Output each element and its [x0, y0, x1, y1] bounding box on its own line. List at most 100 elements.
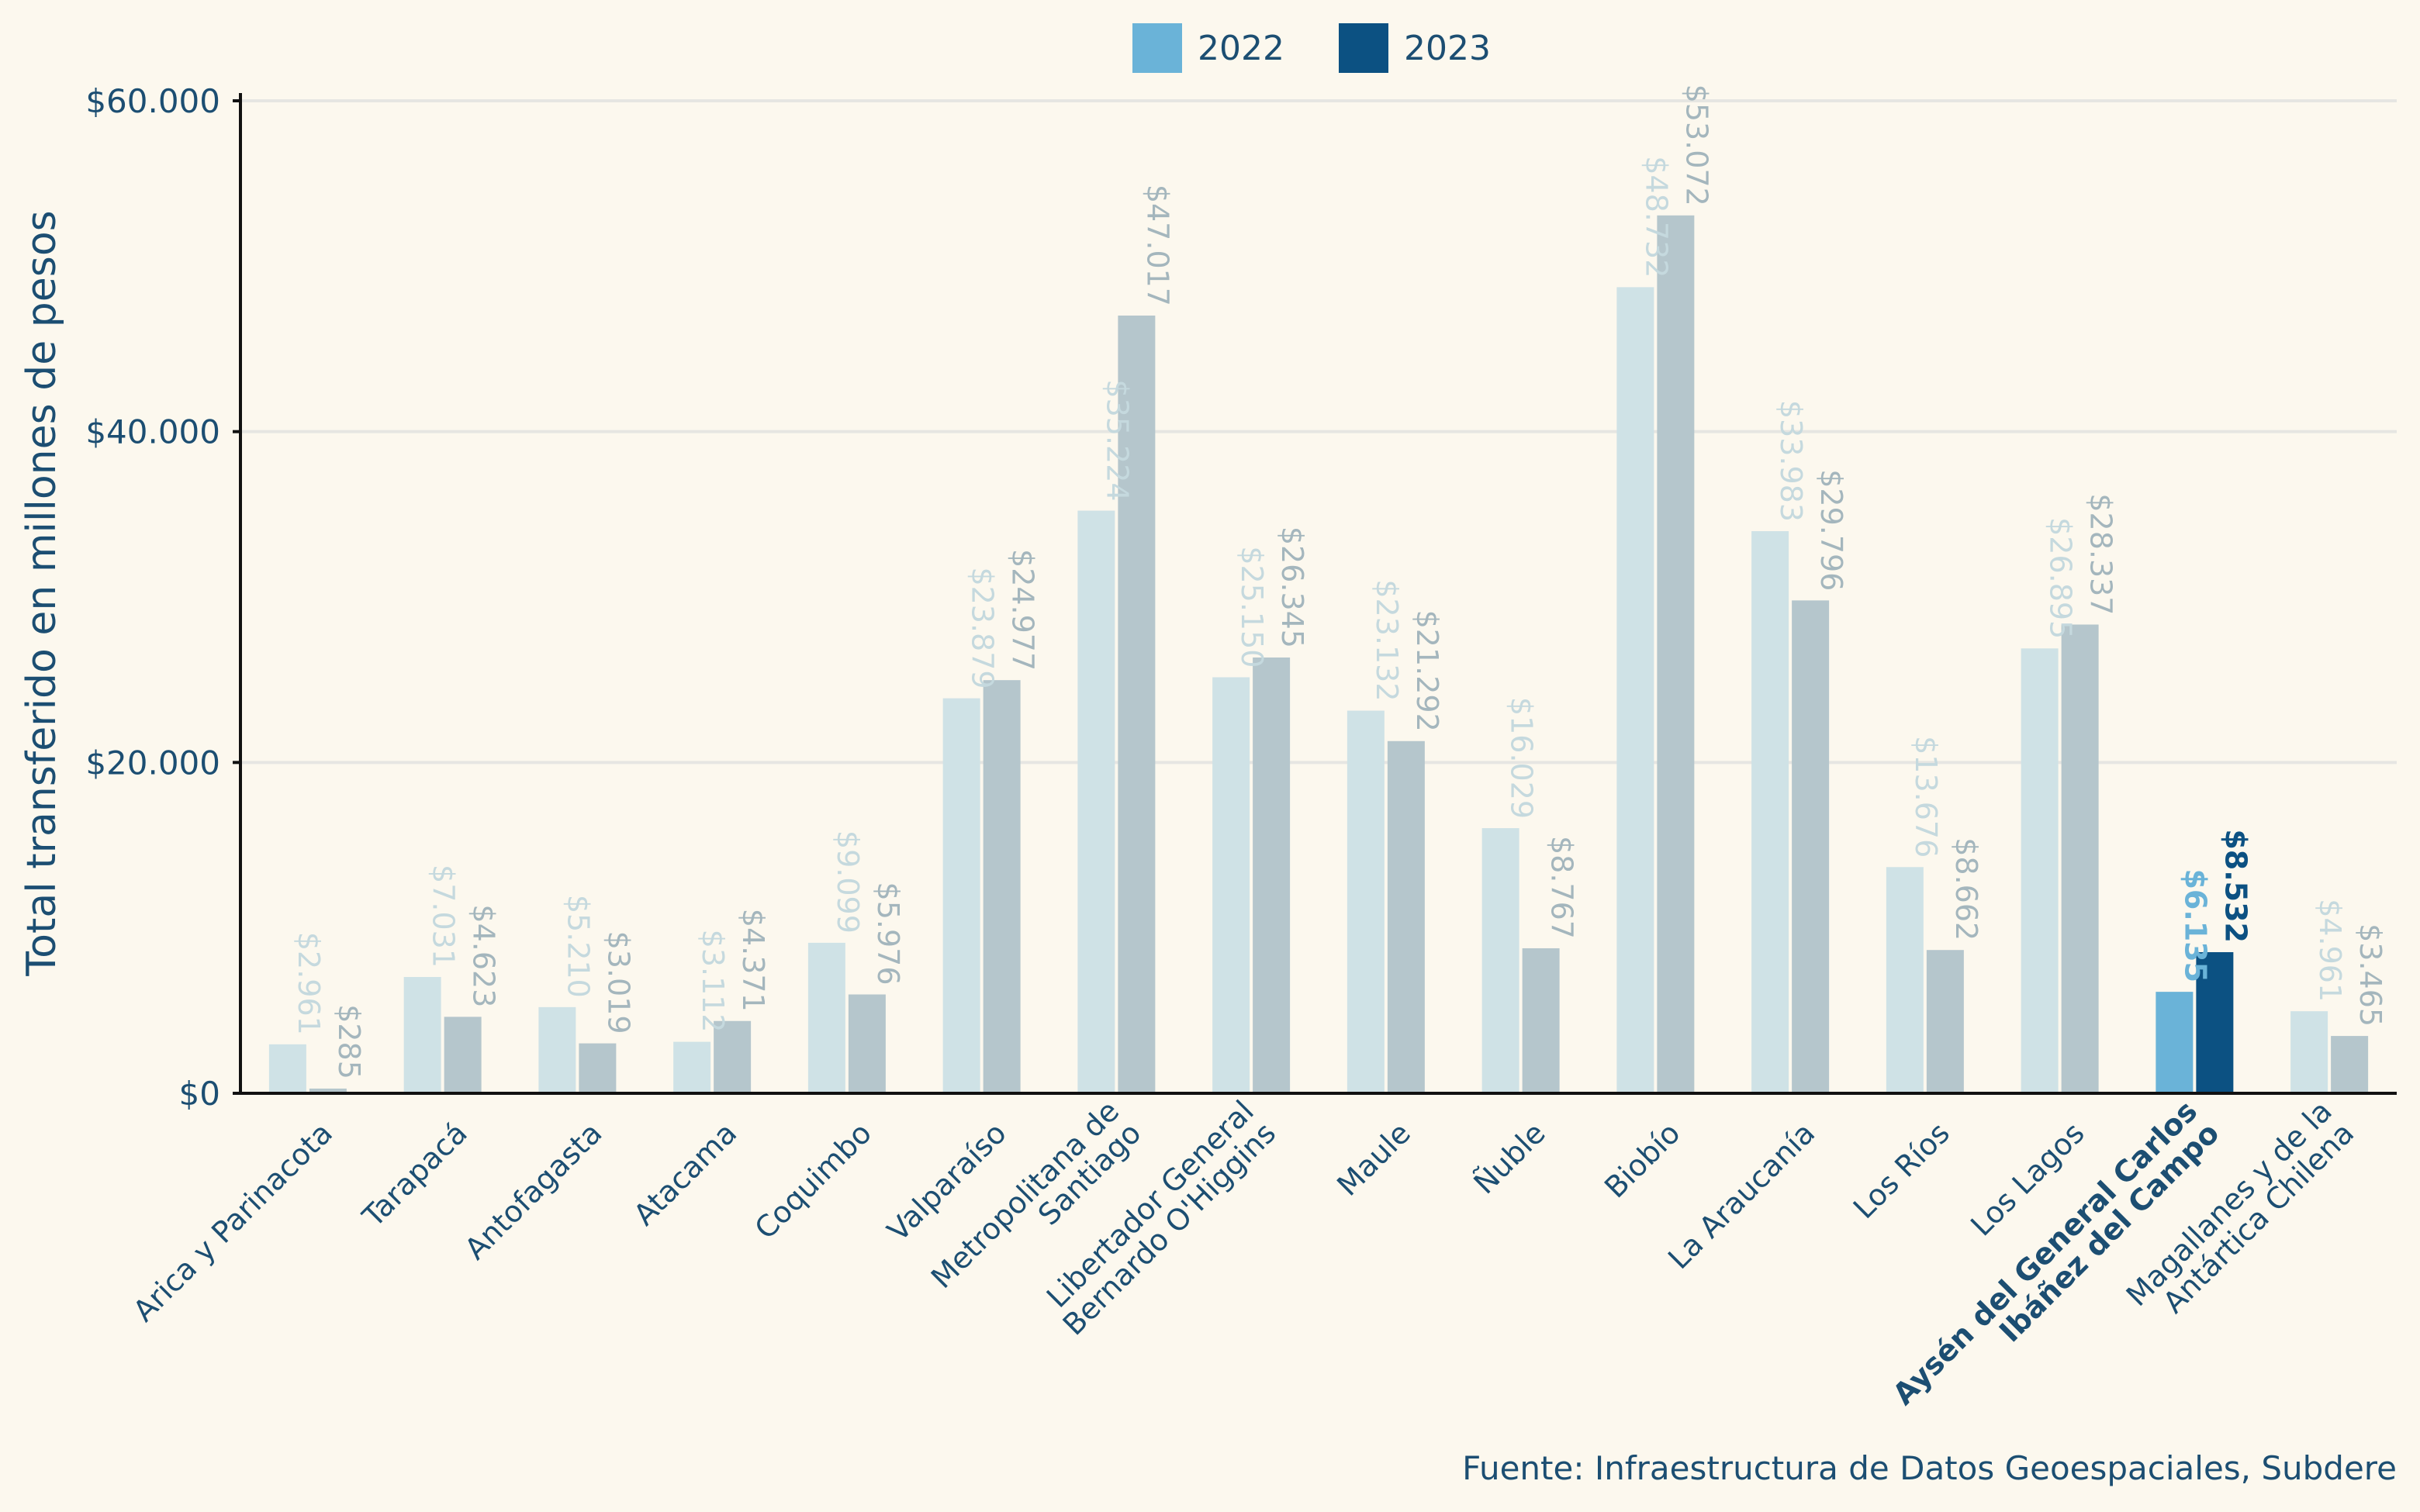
y-tick-label: $60.000 [85, 82, 220, 120]
bar-2023 [2331, 1036, 2369, 1093]
x-tick-label: Arica y Parinacota [126, 1116, 339, 1328]
bar-2023 [2061, 624, 2099, 1093]
bar-2022 [2290, 1011, 2328, 1093]
bar-2022 [403, 977, 441, 1093]
legend-label-2023: 2023 [1403, 28, 1491, 68]
legend-item-2022: 2022 [1132, 23, 1284, 73]
bar-2022 [2021, 648, 2059, 1093]
y-axis-label: Total transferido en millones de pesos [19, 210, 65, 976]
x-tick-label-line: Los Ríos [1847, 1116, 1956, 1225]
bar-label-2022: $35.224 [1100, 379, 1134, 501]
x-tick-label: Ñuble [1467, 1116, 1551, 1200]
bar-label-2022: $6.135 [2178, 868, 2212, 982]
y-tick-label: $20.000 [85, 744, 220, 782]
bar-label-2022: $26.895 [2044, 517, 2078, 639]
x-tick-label: Coquimbo [748, 1116, 878, 1246]
bar-label-2023: $8.532 [2218, 829, 2252, 943]
y-tick-label: $0 [179, 1075, 220, 1113]
bar-2022 [1481, 828, 1519, 1093]
bar-2023 [1522, 948, 1560, 1093]
bar-2023 [1657, 215, 1695, 1093]
bar-label-2023: $24.977 [1006, 549, 1040, 671]
bar-label-2022: $48.732 [1639, 156, 1673, 278]
bar-2022 [538, 1006, 576, 1093]
y-tick-label: $40.000 [85, 413, 220, 451]
legend: 2022 2023 [1132, 23, 1545, 73]
bar-2023 [444, 1017, 482, 1093]
x-tick-label: Antofagasta [458, 1116, 609, 1266]
bar-label-2022: $2.961 [292, 932, 326, 1035]
bar-label-2022: $23.132 [1370, 579, 1404, 701]
x-tick-label-line: Atacama [627, 1116, 743, 1232]
bar-2023 [1253, 657, 1291, 1093]
bar-2023 [579, 1043, 617, 1093]
legend-swatch-2023 [1338, 23, 1388, 73]
bar-2023 [1387, 740, 1425, 1093]
x-tick-label: Atacama [627, 1116, 743, 1232]
bar-label-2023: $53.072 [1679, 85, 1713, 206]
bar-2022 [2156, 992, 2194, 1093]
legend-item-2023: 2023 [1338, 23, 1491, 73]
x-tick-label: Tarapacá [355, 1116, 474, 1234]
bar-2022 [1751, 531, 1789, 1093]
bar-label-2023: $29.796 [1814, 469, 1848, 591]
bar-2023 [983, 680, 1021, 1093]
axes [233, 93, 2397, 1095]
bar-2023 [2196, 951, 2234, 1093]
bar-2023 [848, 994, 886, 1093]
x-tick-label: Biobío [1598, 1116, 1686, 1204]
bar-label-2022: $33.983 [1774, 400, 1808, 522]
bar-label-2023: $21.292 [1410, 610, 1444, 732]
legend-label-2022: 2022 [1198, 28, 1284, 68]
bar-label-2022: $4.961 [2313, 899, 2347, 1002]
bar-label-2023: $5.976 [871, 882, 905, 986]
bar-label-2023: $47.017 [1140, 185, 1174, 306]
bar-2023 [714, 1020, 752, 1093]
bar-2023 [1118, 315, 1156, 1093]
bar-label-2023: $26.345 [1275, 526, 1309, 648]
bar-2022 [1077, 510, 1115, 1093]
bar-2023 [309, 1088, 347, 1093]
bar-2022 [673, 1041, 711, 1093]
bar-label-2022: $16.029 [1505, 697, 1539, 819]
x-tick-label-line: Biobío [1598, 1116, 1686, 1204]
x-tick-label-line: Antofagasta [458, 1116, 609, 1266]
x-tick-label-line: Maule [1330, 1116, 1417, 1203]
bar-label-2023: $4.371 [736, 909, 770, 1012]
bar-label-2022: $13.676 [1909, 736, 1943, 858]
y-tick-labels: $0 $20.000 $40.000 $60.000 [85, 82, 220, 1113]
x-tick-label: Maule [1330, 1116, 1417, 1203]
bar-2023 [1792, 600, 1830, 1093]
x-tick-label-line: Arica y Parinacota [126, 1116, 339, 1328]
bar-value-labels: $2.961$285 $7.031 $4.623 $5.210 $3.019 $3.112… [292, 85, 2387, 1079]
bar-label-2022: $9.099 [831, 830, 865, 934]
x-tick-label-line: Coquimbo [748, 1116, 878, 1246]
bar-label-2023: $8.662 [1949, 837, 1983, 941]
bar-2023 [1926, 950, 1964, 1093]
bar-2022 [1347, 710, 1385, 1093]
bar-2022 [1212, 677, 1250, 1093]
bar-2022 [807, 942, 845, 1093]
x-tick-label: Los Ríos [1847, 1116, 1956, 1225]
bar-label-2023: $3.465 [2353, 923, 2387, 1027]
bar-label-2023: $285 [332, 1004, 366, 1079]
x-tick-label-line: Tarapacá [355, 1116, 474, 1234]
bar-label-2023: $3.019 [601, 931, 635, 1034]
bar-label-2023: $28.337 [2084, 493, 2118, 615]
bar-label-2022: $3.112 [696, 930, 730, 1033]
source-note: Fuente: Infraestructura de Datos Geoespa… [1462, 1449, 2397, 1487]
bar-2022 [268, 1044, 306, 1093]
bar-2022 [1616, 287, 1654, 1093]
x-tick-label-line: Ñuble [1467, 1116, 1551, 1200]
bar-label-2022: $5.210 [561, 895, 595, 998]
bar-label-2023: $8.767 [1545, 836, 1579, 939]
bar-label-2022: $25.150 [1235, 546, 1269, 668]
bar-label-2022: $23.879 [966, 567, 1000, 689]
bar-label-2022: $7.031 [427, 865, 461, 968]
legend-swatch-2022 [1132, 23, 1182, 73]
bar-label-2023: $4.623 [467, 904, 501, 1007]
bars [268, 215, 2369, 1093]
bar-2022 [942, 698, 980, 1093]
